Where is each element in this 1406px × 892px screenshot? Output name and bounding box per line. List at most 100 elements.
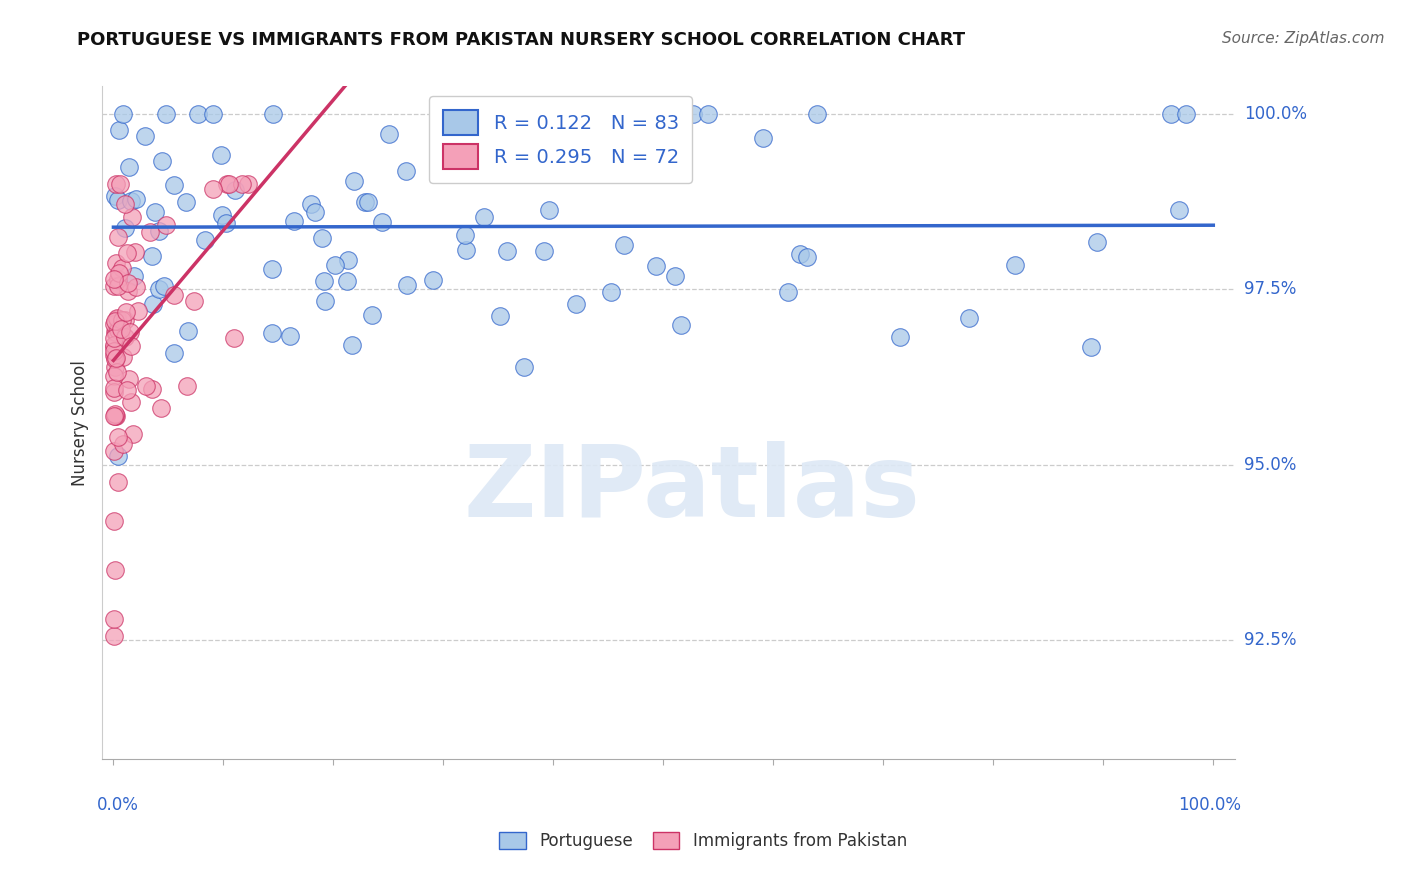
Point — [163, 178, 186, 192]
Point — [752, 131, 775, 145]
Point — [682, 107, 704, 121]
Point — [103, 272, 125, 286]
Text: ZIPatlas: ZIPatlas — [463, 442, 920, 538]
Point — [103, 317, 125, 331]
Point — [467, 107, 489, 121]
Point — [495, 244, 517, 258]
Point — [134, 129, 156, 144]
Point — [111, 107, 134, 121]
Point — [107, 123, 129, 137]
Point — [796, 250, 818, 264]
Point — [336, 274, 359, 288]
Point — [114, 197, 136, 211]
Point — [533, 244, 555, 258]
Point — [110, 322, 132, 336]
Point — [696, 107, 718, 121]
Point — [176, 195, 198, 210]
Point — [107, 278, 129, 293]
Point — [114, 221, 136, 235]
Point — [354, 195, 377, 210]
Point — [513, 359, 536, 374]
Point — [176, 379, 198, 393]
Point — [107, 266, 129, 280]
Point — [103, 338, 125, 352]
Point — [143, 204, 166, 219]
Point — [527, 108, 550, 122]
Point — [127, 303, 149, 318]
Point — [103, 348, 125, 362]
Legend: R = 0.122   N = 83, R = 0.295   N = 72: R = 0.122 N = 83, R = 0.295 N = 72 — [429, 96, 692, 183]
Point — [155, 107, 177, 121]
Point — [125, 280, 148, 294]
Point — [314, 293, 336, 308]
Point — [108, 178, 131, 192]
Point — [103, 343, 125, 358]
Point — [613, 238, 636, 252]
Point — [103, 381, 125, 395]
Point — [103, 368, 125, 383]
Point — [103, 563, 125, 577]
Point — [312, 274, 335, 288]
Point — [120, 395, 142, 409]
Point — [456, 243, 478, 257]
Point — [311, 231, 333, 245]
Point — [107, 449, 129, 463]
Point — [472, 210, 495, 224]
Point — [260, 262, 283, 277]
Text: 97.5%: 97.5% — [1244, 280, 1296, 299]
Point — [117, 284, 139, 298]
Point — [103, 409, 125, 423]
Point — [278, 328, 301, 343]
Point — [105, 409, 128, 423]
Point — [104, 189, 127, 203]
Point — [1168, 203, 1191, 218]
Point — [107, 430, 129, 444]
Point — [103, 612, 125, 626]
Point — [104, 256, 127, 270]
Point — [236, 178, 259, 192]
Point — [218, 178, 240, 192]
Point — [299, 197, 322, 211]
Text: 100.0%: 100.0% — [1244, 105, 1306, 123]
Point — [155, 219, 177, 233]
Point — [105, 312, 128, 326]
Text: 100.0%: 100.0% — [1178, 796, 1241, 814]
Point — [1160, 107, 1182, 121]
Point — [395, 164, 418, 178]
Point — [117, 276, 139, 290]
Point — [177, 324, 200, 338]
Point — [121, 210, 143, 224]
Point — [104, 407, 127, 421]
Point — [806, 107, 828, 121]
Y-axis label: Nursery School: Nursery School — [72, 359, 89, 485]
Point — [142, 296, 165, 310]
Point — [194, 233, 217, 247]
Point — [118, 325, 141, 339]
Point — [103, 629, 125, 643]
Point — [104, 360, 127, 375]
Point — [340, 338, 363, 352]
Point — [262, 107, 284, 121]
Point — [105, 178, 128, 192]
Point — [104, 314, 127, 328]
Point — [1085, 235, 1108, 250]
Point — [1004, 258, 1026, 272]
Point — [103, 514, 125, 528]
Point — [105, 310, 128, 325]
Point — [104, 352, 127, 367]
Point — [125, 192, 148, 206]
Point — [222, 331, 245, 345]
Point — [360, 308, 382, 322]
Point — [114, 305, 136, 319]
Point — [139, 225, 162, 239]
Point — [395, 278, 418, 293]
Point — [111, 437, 134, 451]
Point — [231, 178, 253, 192]
Point — [112, 350, 135, 364]
Point — [103, 409, 125, 424]
Point — [565, 297, 588, 311]
Point — [115, 383, 138, 397]
Point — [117, 372, 139, 386]
Point — [343, 174, 366, 188]
Point — [645, 259, 668, 273]
